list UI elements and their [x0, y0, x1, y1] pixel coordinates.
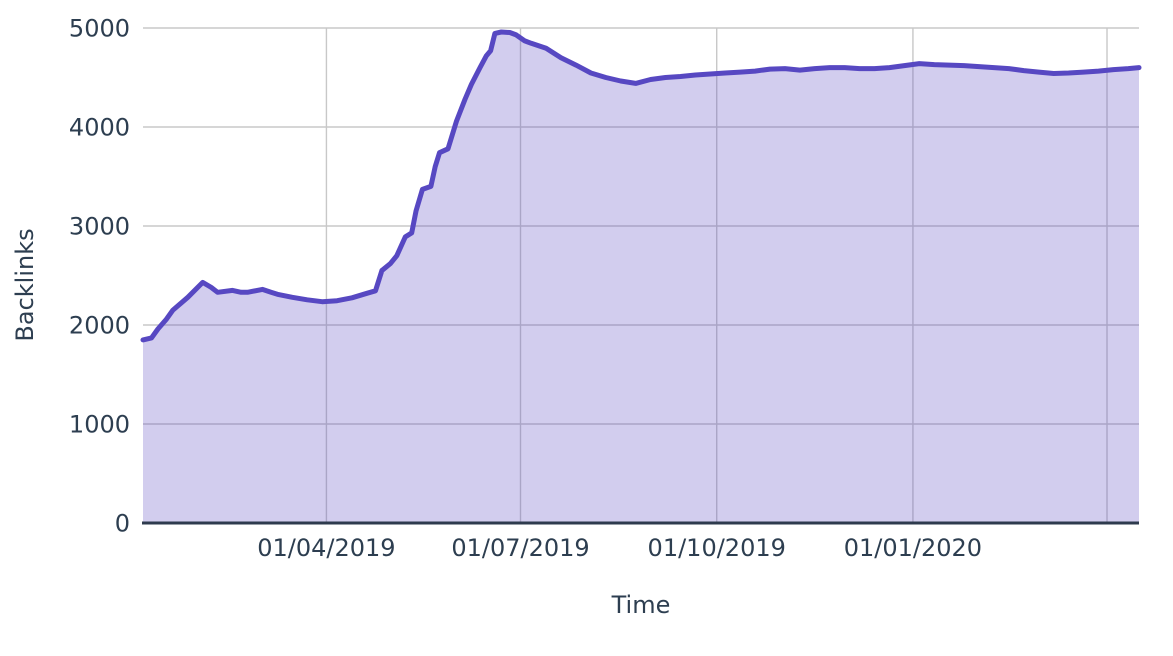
y-tick-label: 1000	[69, 411, 130, 439]
y-tick-label: 0	[115, 510, 130, 538]
y-tick-label: 3000	[69, 213, 130, 241]
y-tick-label: 5000	[69, 15, 130, 43]
y-tick-label: 2000	[69, 312, 130, 340]
x-tick-label: 01/10/2019	[648, 534, 786, 562]
x-axis-title: Time	[611, 591, 671, 619]
x-tick-label: 01/04/2019	[257, 534, 395, 562]
y-axis-title: Backlinks	[11, 228, 39, 342]
x-tick-label: 01/01/2020	[844, 534, 982, 562]
y-tick-label: 4000	[69, 114, 130, 142]
x-tick-labels: 01/04/2019 01/07/2019 01/10/2019 01/01/2020	[257, 534, 982, 562]
gridlines	[143, 27, 1139, 523]
y-tick-labels: 0 1000 2000 3000 4000 5000	[69, 15, 130, 538]
series-line	[140, 29, 1142, 343]
x-tick-label: 01/07/2019	[451, 534, 589, 562]
area-fill	[143, 32, 1139, 523]
